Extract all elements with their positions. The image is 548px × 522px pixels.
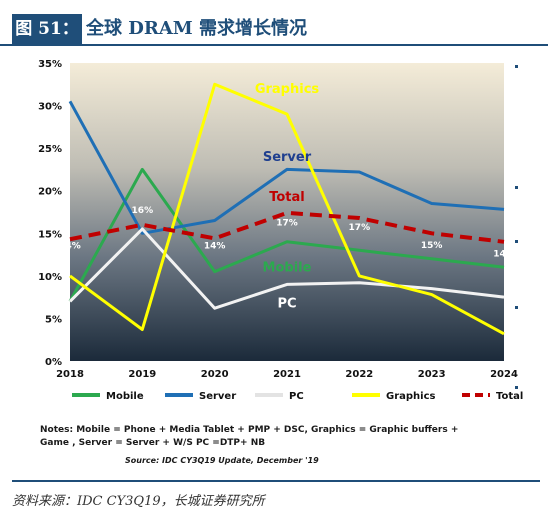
chart-legend: Mobile Server PC Graphics Total [72, 391, 523, 402]
legend-label-total: Total [496, 391, 523, 402]
y-tick-label: 35% [38, 59, 62, 70]
total-data-label: 14% [493, 249, 515, 259]
chart-notes-line1: Notes: Mobile = Phone + Media Tablet + P… [40, 425, 458, 435]
series-line-mobile [68, 167, 505, 303]
labels-layer: 14% 16% 14% 17% 17% 15% 14% Graphics Server Total… [59, 82, 515, 312]
right-edge-markers [515, 65, 518, 389]
total-data-label: 15% [421, 241, 443, 251]
series-name-label: Graphics [255, 82, 320, 97]
y-axis: 0% 5% 10% 15% 20% 25% 30% 35% [38, 59, 62, 368]
figure-header: 图 51： 全球 DRAM 需求增长情况 [0, 14, 548, 46]
series-line-total [69, 210, 505, 244]
chart-source-note: Source: IDC CY3Q19 Update, December '19 [125, 456, 319, 465]
legend-label-graphics: Graphics [386, 391, 436, 402]
series-name-label: Mobile [263, 261, 312, 276]
total-data-label: 17% [349, 223, 371, 233]
figure-source: 资料来源：IDC CY3Q19，长城证券研究所 [12, 494, 265, 509]
total-data-label: 17% [276, 219, 298, 229]
edge-dot [515, 386, 518, 389]
series-name-label: Server [263, 150, 312, 165]
x-tick-label: 2020 [201, 369, 229, 380]
figure-title: 全球 DRAM 需求增长情况 [86, 18, 307, 39]
x-tick-label: 2019 [128, 369, 156, 380]
series-layer [68, 82, 505, 336]
total-data-label: 16% [132, 206, 154, 216]
y-tick-label: 0% [45, 357, 62, 368]
x-tick-label: 2022 [345, 369, 373, 380]
series-line-server [68, 100, 505, 235]
series-name-label: PC [277, 296, 296, 311]
y-tick-label: 15% [38, 229, 62, 240]
legend-label-pc: PC [289, 391, 304, 402]
x-tick-label: 2018 [56, 369, 84, 380]
series-name-label: Total [269, 190, 305, 205]
y-tick-label: 30% [38, 102, 62, 113]
x-axis: 2018 2019 2020 2021 2022 2023 2024 [56, 369, 518, 380]
edge-dot [515, 186, 518, 189]
y-tick-label: 10% [38, 272, 62, 283]
edge-dot [515, 65, 518, 68]
y-tick-label: 25% [38, 144, 62, 155]
figure-number: 图 51： [12, 14, 82, 44]
total-data-label: 14% [59, 242, 81, 252]
chart-notes-line2: Game , Server = Server + W/S PC =DTP+ NB [40, 438, 265, 448]
x-tick-label: 2023 [418, 369, 446, 380]
dram-demand-chart: 0%5%10%15%20%25%30%35% 2018 2019 2020 2021 2… [38, 59, 523, 465]
series-line-graphics [69, 82, 505, 336]
edge-dot [515, 240, 518, 243]
edge-dot [515, 306, 518, 309]
legend-label-server: Server [199, 391, 236, 402]
legend-label-mobile: Mobile [106, 391, 144, 402]
y-tick-label: 5% [45, 314, 62, 325]
series-line-pc [68, 227, 505, 310]
footer-divider [12, 480, 540, 482]
total-data-label: 14% [204, 242, 226, 252]
x-tick-label: 2021 [273, 369, 301, 380]
y-tick-label: 20% [38, 187, 62, 198]
x-tick-label: 2024 [490, 369, 518, 380]
